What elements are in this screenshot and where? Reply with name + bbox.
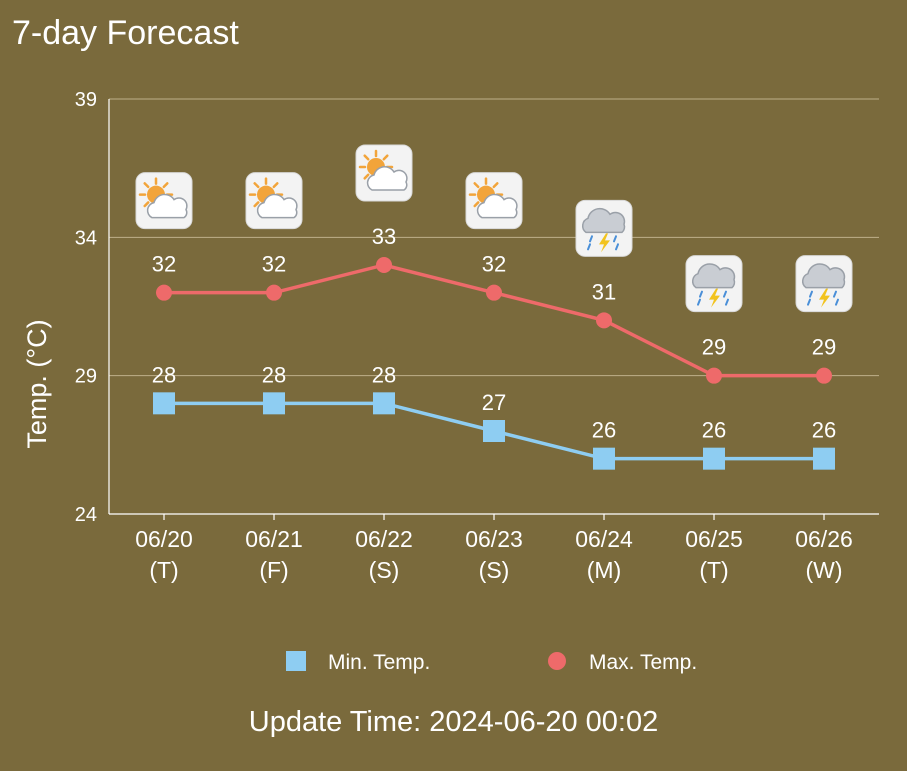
min-temp-label: 28 (372, 362, 396, 387)
y-axis: 24 29 34 39 (75, 89, 110, 526)
min-temp-point (703, 447, 725, 470)
x-tick-day: (S) (369, 557, 400, 583)
series-markers (153, 257, 835, 470)
max-temp-point (596, 312, 612, 329)
min-temp-point (263, 392, 285, 415)
legend-min-marker (286, 651, 306, 671)
x-tick-day: (S) (479, 557, 510, 583)
partly-cloudy-icon (465, 172, 523, 230)
min-temp-point (153, 392, 175, 415)
x-tick-date: 06/26 (795, 526, 853, 552)
max-temp-point (156, 284, 172, 301)
x-tick-date: 06/25 (685, 526, 743, 552)
legend-max-marker (548, 652, 566, 670)
x-tick-day: (F) (259, 557, 288, 583)
x-tick-date: 06/24 (575, 526, 633, 552)
data-labels: 28 28 28 27 26 26 26 32 32 33 32 31 29 29 (152, 224, 836, 443)
max-temp-point (486, 284, 502, 301)
min-temp-point (483, 420, 505, 442)
partly-cloudy-icon (355, 144, 413, 202)
legend-max-label: Max. Temp. (589, 651, 697, 674)
grid-lines (109, 98, 879, 515)
legend: Min. Temp. Max. Temp. (286, 651, 697, 674)
max-temp-label: 32 (262, 252, 286, 277)
x-tick-day: (M) (587, 557, 621, 583)
x-tick-day: (T) (699, 557, 728, 583)
y-tick-label: 39 (75, 89, 97, 111)
legend-min-label: Min. Temp. (328, 651, 430, 674)
max-temp-label: 33 (372, 224, 396, 249)
x-axis: 06/20 (T) 06/21 (F) 06/22 (S) 06/23 (S) 06/24 (M)… (109, 513, 879, 583)
x-tick-date: 06/23 (465, 526, 523, 552)
min-temp-point (593, 447, 615, 470)
max-temp-point (816, 367, 832, 384)
x-tick-date: 06/22 (355, 526, 413, 552)
thunderstorm-icon (575, 199, 633, 257)
thunderstorm-icon (685, 255, 743, 313)
min-temp-point (373, 392, 395, 415)
thunderstorm-icon (795, 255, 853, 313)
min-temp-label: 28 (262, 362, 286, 387)
min-temp-point (813, 447, 835, 470)
x-tick-day: (T) (149, 557, 178, 583)
update-time: Update Time: 2024-06-20 00:02 (248, 706, 659, 738)
min-temp-label: 26 (592, 418, 616, 443)
page-title: 7-day Forecast (12, 14, 239, 52)
x-tick-date: 06/21 (245, 526, 303, 552)
x-tick-date: 06/20 (135, 526, 193, 552)
forecast-chart: 24 29 34 39 06/20 (T) 06/21 (F) 06/22 (S) 06/23 (S… (22, 89, 879, 674)
min-temp-label: 27 (482, 390, 506, 415)
x-tick-day: (W) (805, 557, 842, 583)
max-temp-point (376, 257, 392, 273)
max-temp-label: 32 (152, 252, 176, 277)
min-temp-label: 28 (152, 362, 176, 387)
max-temp-point (706, 367, 722, 384)
min-temp-label: 26 (702, 418, 726, 443)
y-tick-label: 34 (75, 227, 97, 249)
partly-cloudy-icon (135, 172, 193, 230)
max-temp-label: 29 (812, 335, 836, 360)
y-tick-label: 29 (75, 366, 97, 388)
y-tick-label: 24 (75, 504, 97, 526)
max-temp-label: 29 (702, 335, 726, 360)
partly-cloudy-icon (245, 172, 303, 230)
max-temp-point (266, 284, 282, 301)
min-temp-label: 26 (812, 418, 836, 443)
y-axis-label: Temp. (°C) (22, 319, 52, 448)
max-temp-label: 31 (592, 279, 616, 304)
weather-icons (135, 144, 853, 313)
max-temp-label: 32 (482, 252, 506, 277)
